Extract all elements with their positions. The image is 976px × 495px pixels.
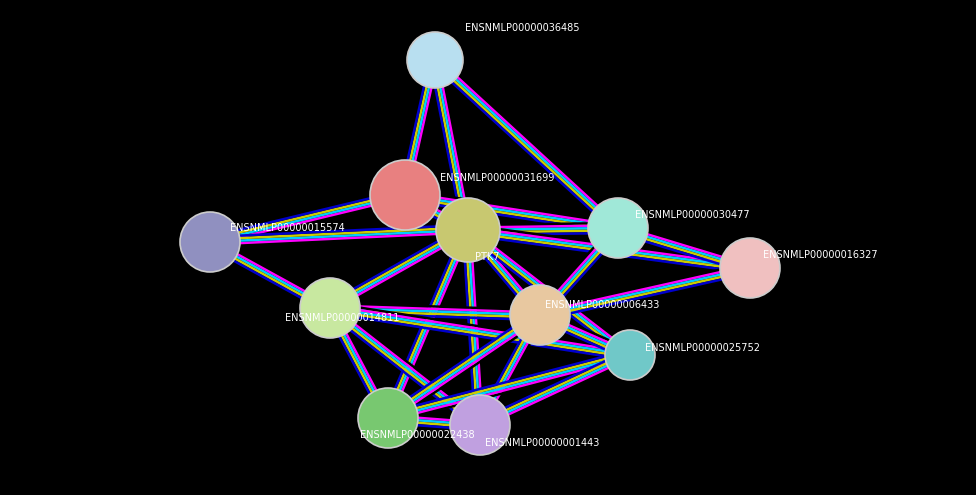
Circle shape [720, 238, 780, 298]
Text: ENSNMLP00000015574: ENSNMLP00000015574 [230, 223, 345, 233]
Circle shape [605, 330, 655, 380]
Text: ENSNMLP00000006433: ENSNMLP00000006433 [545, 300, 660, 310]
Circle shape [180, 212, 240, 272]
Text: ENSNMLP00000025752: ENSNMLP00000025752 [645, 343, 760, 353]
Text: ENSNMLP00000031699: ENSNMLP00000031699 [440, 173, 554, 183]
Circle shape [510, 285, 570, 345]
Circle shape [450, 395, 510, 455]
Circle shape [358, 388, 418, 448]
Circle shape [436, 198, 500, 262]
Circle shape [300, 278, 360, 338]
Text: ENSNMLP00000016327: ENSNMLP00000016327 [763, 250, 877, 260]
Text: ENSNMLP00000030477: ENSNMLP00000030477 [635, 210, 750, 220]
Circle shape [370, 160, 440, 230]
Text: ENSNMLP00000022438: ENSNMLP00000022438 [360, 430, 474, 440]
Text: ENSNMLP00000001443: ENSNMLP00000001443 [485, 438, 599, 448]
Text: PTK7: PTK7 [475, 252, 500, 262]
Text: ENSNMLP00000014811: ENSNMLP00000014811 [285, 313, 399, 323]
Circle shape [407, 32, 463, 88]
Text: ENSNMLP00000036485: ENSNMLP00000036485 [465, 23, 580, 33]
Circle shape [588, 198, 648, 258]
